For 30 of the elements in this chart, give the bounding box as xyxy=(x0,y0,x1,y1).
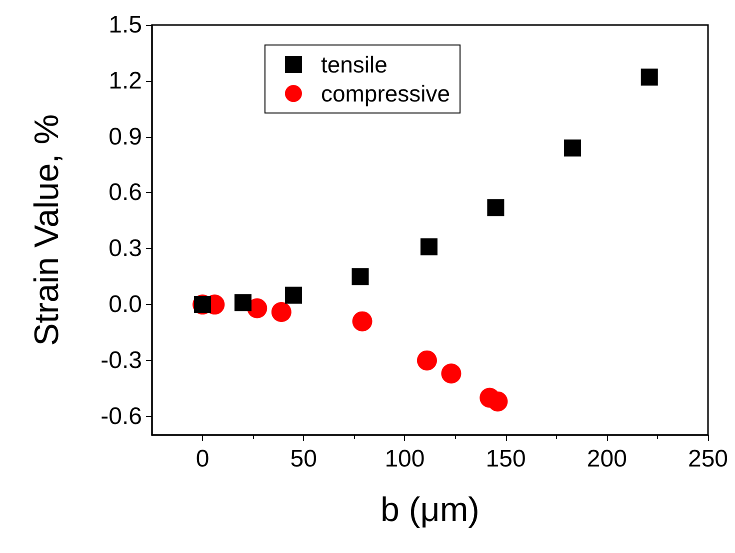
y-tick-label: 0.6 xyxy=(108,179,142,206)
y-tick-label: -0.3 xyxy=(100,346,142,374)
point xyxy=(416,350,437,370)
point xyxy=(640,68,658,86)
x-tick-label: 100 xyxy=(384,446,425,472)
y-tick-label: 1.5 xyxy=(108,12,142,38)
x-tick-label: 200 xyxy=(586,446,627,472)
legend-label: compressive xyxy=(320,80,450,106)
x-tick-label: 0 xyxy=(196,446,210,472)
point xyxy=(285,286,302,304)
x-tick-label: 250 xyxy=(688,446,728,472)
point xyxy=(352,268,369,286)
y-tick-label: 1.2 xyxy=(108,67,142,94)
point xyxy=(564,140,582,156)
point xyxy=(420,238,438,256)
point xyxy=(488,391,508,412)
y-tick-label: -0.6 xyxy=(100,402,142,430)
point xyxy=(441,364,462,384)
y-tick-label: 0.3 xyxy=(108,235,142,262)
y-tick-label: 0.0 xyxy=(108,291,142,318)
point xyxy=(271,302,292,322)
y-axis-title: Strain Value, % xyxy=(28,114,66,346)
x-axis-title: b (μm) xyxy=(380,491,480,529)
x-tick-label: 150 xyxy=(486,446,526,472)
y-tick-label: 0.9 xyxy=(108,123,142,150)
legend-label: tensile xyxy=(320,52,388,78)
x-tick-label: 50 xyxy=(290,446,317,472)
point xyxy=(352,311,372,332)
point xyxy=(234,294,252,312)
point xyxy=(487,199,504,216)
